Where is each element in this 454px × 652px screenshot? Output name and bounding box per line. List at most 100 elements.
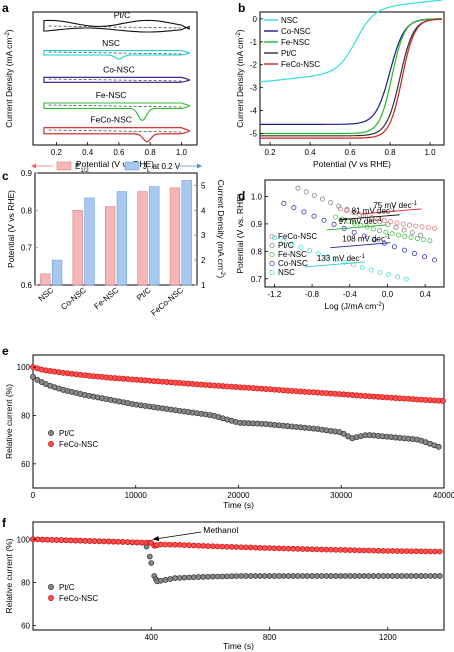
panel-f-point-FeCo-NSC xyxy=(53,537,60,543)
panel-f-point-FeCo-NSC xyxy=(58,537,65,543)
panel-d-point-Fe-NSC xyxy=(383,229,389,235)
panel-c-arrowhead-right xyxy=(197,163,202,169)
panel-d-legend-NSC: NSC xyxy=(278,268,295,277)
panel-f-point-FeCo-NSC xyxy=(266,545,273,551)
panel-c-yright-tick-label: 4 xyxy=(201,206,206,215)
panel-d-point-Co-NSC xyxy=(281,200,287,206)
panel-c-bar-e12 xyxy=(169,187,181,286)
panel-b-curve-Pt/C xyxy=(260,18,442,137)
panel-f-point-FeCo-NSC xyxy=(138,539,145,546)
panel-f-point-Pt/C xyxy=(337,573,344,579)
panel-d-point-FeCo-NSC xyxy=(419,224,425,230)
panel-d-point-NSC xyxy=(289,241,295,247)
panel-c-ylabel-left: Potential (V vs RHE) xyxy=(6,190,16,268)
panel-a-label-FeCo-NSC: FeCo-NSC xyxy=(90,115,132,125)
panel-f-point-FeCo-NSC xyxy=(129,539,136,546)
panel-f-point-FeCo-NSC xyxy=(157,541,164,548)
panel-b-legend-NSC: NSC xyxy=(281,16,298,25)
panel-f-point-FeCo-NSC xyxy=(124,539,131,545)
panel-f-point-FeCo-NSC xyxy=(91,538,98,544)
panel-d-point-NSC xyxy=(271,235,277,241)
panel-d-y-tick-label: 0.7 xyxy=(251,275,263,284)
panel-d-point-NSC xyxy=(342,259,348,265)
panel-d-point-NSC xyxy=(307,248,313,254)
panel-c-bar-e12 xyxy=(40,273,51,286)
panel-e-x-tick-label: 10000 xyxy=(125,491,148,500)
panel-f-point-Pt/C xyxy=(157,577,164,584)
panel-d-point-NSC xyxy=(359,265,365,270)
panel-f-point-FeCo-NSC xyxy=(389,548,396,554)
panel-d-point-NSC xyxy=(333,257,339,262)
panel-d-point-NSC xyxy=(351,262,357,268)
panel-c-frame xyxy=(34,172,198,286)
panel-e-legend-marker xyxy=(48,441,54,447)
panel-f-point-FeCo-NSC xyxy=(422,548,429,555)
panel-a-x-tick-label: 0.8 xyxy=(145,148,157,157)
panel-c-category-label: Pt/C xyxy=(135,285,153,302)
panel-c-bar-e12 xyxy=(104,206,116,286)
panel-f-point-FeCo-NSC xyxy=(209,543,216,550)
panel-f-point-FeCo-NSC xyxy=(375,547,382,554)
panel-b-ylabel-part: Current Density (mA cm xyxy=(235,37,245,127)
panel-d-slope-label: 133 mV dec-1 xyxy=(317,254,366,263)
panel-d-legend-Pt/C: Pt/C xyxy=(278,241,294,250)
panel-d-slope-label-part: 108 mV dec xyxy=(342,235,385,244)
panel-f-point-FeCo-NSC xyxy=(134,539,140,546)
panel-a-dash-Fe-NSC xyxy=(48,104,182,108)
panel-f-point-Pt/C xyxy=(266,573,273,579)
panel-b-legend-Pt/C: Pt/C xyxy=(281,49,297,58)
panel-c-category-label: NSC xyxy=(37,285,56,303)
panel-e-x-tick-label: 0 xyxy=(31,491,36,500)
panel-f-point-FeCo-NSC xyxy=(356,547,363,554)
panel-c-legend-jl-part: L xyxy=(147,168,151,174)
panel-f-point-FeCo-NSC xyxy=(394,548,401,554)
panel-d-point-Fe-NSC xyxy=(370,226,376,232)
panel-d-xlabel-part: Log (J/mA cm xyxy=(324,301,376,311)
panel-e-point-Pt/C xyxy=(30,373,36,380)
panel-d-point-Co-NSC xyxy=(321,217,327,223)
panel-c-legend-jl-part: at 0.2 V xyxy=(150,162,180,171)
panel-f-point-Pt/C xyxy=(408,573,415,579)
panel-d-slope-label: 97 mV dec-1 xyxy=(338,217,382,226)
panel-b-x-tick-label: 0.2 xyxy=(264,148,276,157)
panel-f-point-FeCo-NSC xyxy=(280,545,287,552)
panel-f-x-tick-label: 400 xyxy=(145,633,159,642)
panel-d-legend-marker xyxy=(269,251,275,258)
panel-f-point-FeCo-NSC xyxy=(295,546,301,552)
panel-f-y-tick-label: 60 xyxy=(21,622,30,631)
panel-c-yleft-tick-label: 0.7 xyxy=(21,244,33,253)
panel-d-point-Pt/C xyxy=(311,193,317,198)
panel-c-legend-e12-part: 1/2 xyxy=(80,168,89,174)
panel-f-point-Pt/C xyxy=(247,573,254,579)
panel-e-y-tick-label: 80 xyxy=(21,411,30,420)
panel-f-legend-FeCo-NSC: FeCo-NSC xyxy=(59,594,98,603)
panel-c-arrowhead-left xyxy=(31,163,36,169)
panel-d-point-NSC xyxy=(377,269,383,275)
panel-f-point-Pt/C xyxy=(162,577,169,583)
panel-f-point-FeCo-NSC xyxy=(328,546,334,553)
panel-f-point-Pt/C xyxy=(295,573,301,579)
panel-c-ylabel-left-part: Potential (V vs RHE) xyxy=(6,190,16,268)
panel-b-curve-FeCo-NSC xyxy=(260,18,442,139)
panel-e-x-tick-label: 20000 xyxy=(227,491,250,500)
panel-f-point-FeCo-NSC xyxy=(413,548,420,555)
panel-d-fit-line xyxy=(304,261,365,268)
panel-d-point-Fe-NSC xyxy=(408,235,414,240)
panel-f-point-FeCo-NSC xyxy=(162,541,169,548)
panel-d-x-tick-label: 0.0 xyxy=(382,290,394,299)
panel-f-point-Pt/C xyxy=(361,573,368,579)
panel-f-x-tick-label: 1200 xyxy=(379,633,397,642)
panel-f-point-Pt/C xyxy=(413,573,420,579)
panel-d-point-Co-NSC xyxy=(401,247,407,253)
panel-b-y-tick-label: -5 xyxy=(250,130,258,139)
panel-f-point-FeCo-NSC xyxy=(186,542,192,549)
panel-f-point-Pt/C xyxy=(422,573,429,579)
panel-d-point-FeCo-NSC xyxy=(394,220,400,226)
panel-f-point-Pt/C xyxy=(146,553,153,560)
panel-e-y-tick-label: 100 xyxy=(17,363,31,372)
panel-f-point-Pt/C xyxy=(366,573,372,579)
panel-d-point-NSC xyxy=(280,238,286,244)
panel-d-point-Fe-NSC xyxy=(402,233,408,239)
panel-d-legend-Fe-NSC: Fe-NSC xyxy=(278,250,307,259)
panel-d-point-NSC xyxy=(298,244,304,250)
